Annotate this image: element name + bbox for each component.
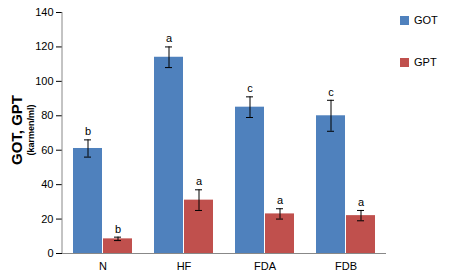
svg-text:HF: HF: [177, 260, 192, 272]
svg-text:80: 80: [41, 109, 53, 121]
svg-text:FDB: FDB: [335, 260, 357, 272]
svg-text:c: c: [328, 86, 334, 98]
html-text:GOT, GPT: GOT, GPT: [7, 95, 25, 165]
svg-text:20: 20: [41, 213, 53, 225]
svg-text:a: a: [166, 32, 173, 44]
svg-text:FDA: FDA: [254, 260, 277, 272]
html-text:GOT: GOT: [414, 14, 438, 26]
svg-text:a: a: [277, 194, 284, 206]
svg-text:c: c: [247, 82, 253, 94]
svg-text:a: a: [196, 175, 203, 187]
html-text:GPT: GPT: [414, 56, 437, 68]
svg-text:b: b: [85, 125, 91, 137]
svg-text:140: 140: [35, 6, 53, 18]
svg-text:60: 60: [41, 144, 53, 156]
svg-text:b: b: [115, 223, 121, 235]
svg-text:40: 40: [41, 178, 53, 190]
html-text:(karmen/ml): (karmen/ml): [26, 104, 36, 156]
svg-text:a: a: [358, 196, 365, 208]
svg-text:N: N: [99, 260, 107, 272]
svg-text:0: 0: [47, 247, 53, 259]
svg-text:120: 120: [35, 40, 53, 52]
svg-text:100: 100: [35, 75, 53, 87]
